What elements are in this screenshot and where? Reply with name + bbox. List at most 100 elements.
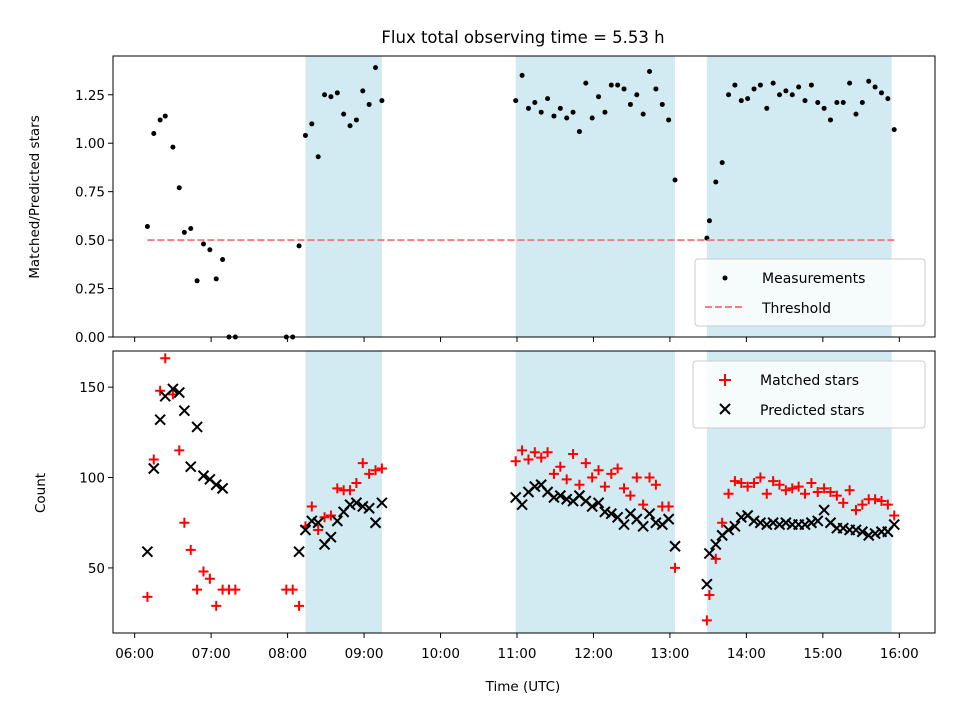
predicted-star-point xyxy=(618,518,630,531)
matched-star-point xyxy=(876,496,887,507)
bottom-legend: Matched stars Predicted stars xyxy=(692,360,926,429)
predicted-star-point xyxy=(650,517,662,529)
matched-star-point xyxy=(800,488,811,499)
predicted-star-point xyxy=(197,470,210,482)
x-tick-label: 16:00 xyxy=(880,646,919,662)
matched-star-point xyxy=(742,481,753,492)
predicted-star-point xyxy=(369,517,382,529)
predicted-star-point xyxy=(780,517,792,529)
matched-star-point xyxy=(774,479,785,490)
measurement-point xyxy=(827,117,833,123)
top-plot-frame xyxy=(112,55,936,338)
predicted-star-point xyxy=(173,386,185,399)
predicted-star-point xyxy=(325,531,337,543)
matched-star-point xyxy=(160,353,171,364)
measurement-point xyxy=(151,131,157,137)
measurement-point xyxy=(891,127,897,133)
measurement-point xyxy=(815,100,821,106)
measurement-point xyxy=(866,78,872,84)
measurement-point xyxy=(583,80,589,86)
y-tick-label: 0.00 xyxy=(75,330,105,346)
measurement-point xyxy=(647,69,653,75)
matched-star-point xyxy=(376,463,387,474)
matched-star-point xyxy=(174,445,185,456)
measurement-point xyxy=(525,105,531,111)
matched-star-point xyxy=(319,512,330,523)
matched-star-point xyxy=(287,584,298,595)
measurement-point xyxy=(379,98,385,104)
measurement-point xyxy=(322,92,328,98)
predicted-star-point xyxy=(818,504,830,516)
measurement-point xyxy=(360,88,366,94)
top-y-axis-label: Matched/Predicted stars xyxy=(27,115,43,278)
measurement-point xyxy=(878,90,884,96)
measurement-point xyxy=(334,90,340,96)
measurement-point xyxy=(328,94,334,100)
predicted-star-point xyxy=(669,540,681,552)
matched-star-point xyxy=(357,458,368,469)
legend-measurements-marker xyxy=(722,275,728,281)
top-legend-box xyxy=(694,258,926,327)
measurement-point xyxy=(194,278,200,284)
matched-star-point xyxy=(198,566,209,577)
measurement-point xyxy=(872,84,878,90)
predicted-star-point xyxy=(167,383,179,395)
measurement-point xyxy=(640,111,646,117)
measurement-point xyxy=(220,256,226,262)
matched-star-point xyxy=(768,476,779,487)
predicted-star-point xyxy=(856,526,869,538)
measurement-point xyxy=(802,98,808,104)
matched-star-point xyxy=(325,510,336,521)
matched-star-point xyxy=(729,476,740,487)
predicted-star-point xyxy=(216,482,229,495)
predicted-star-point xyxy=(357,500,369,513)
measurement-point xyxy=(659,101,665,107)
measurement-point xyxy=(373,65,379,71)
measurement-point xyxy=(885,96,891,102)
predicted-star-point xyxy=(548,491,560,504)
matched-star-point xyxy=(825,487,836,497)
predicted-star-point xyxy=(148,462,160,475)
measurement-point xyxy=(576,129,582,135)
x-tick-label: 14:00 xyxy=(727,646,766,662)
measurement-point xyxy=(634,92,640,98)
legend-predicted-label: Predicted stars xyxy=(760,403,865,419)
matched-star-point xyxy=(710,553,721,564)
measurement-point xyxy=(808,82,814,88)
measurement-point xyxy=(732,82,738,88)
predicted-star-point xyxy=(154,413,166,426)
measurement-point xyxy=(859,100,865,106)
matched-star-point xyxy=(593,465,604,476)
matched-star-point xyxy=(529,447,540,458)
shaded-interval xyxy=(305,56,382,337)
matched-star-point xyxy=(523,454,534,465)
matched-star-point xyxy=(625,490,636,501)
matched-star-point xyxy=(345,485,356,496)
bottom-legend-box xyxy=(692,360,926,429)
matched-star-point xyxy=(793,481,804,492)
matched-star-point xyxy=(548,468,559,479)
measurement-point xyxy=(589,115,595,121)
measurement-point xyxy=(602,109,608,115)
matched-star-point xyxy=(838,497,849,508)
predicted-star-point xyxy=(837,522,849,534)
matched-star-point xyxy=(587,472,598,483)
predicted-star-point xyxy=(799,518,811,531)
bottom-plot-frame xyxy=(112,350,936,634)
matched-star-point xyxy=(644,472,655,483)
x-tick-label: 15:00 xyxy=(803,646,842,662)
predicted-star-point xyxy=(735,511,747,524)
measurement-point xyxy=(296,243,302,249)
measurement-point xyxy=(341,111,347,117)
measurement-point xyxy=(570,109,576,115)
measurement-point xyxy=(200,241,206,247)
matched-star-point xyxy=(568,449,579,460)
measurement-point xyxy=(738,98,744,104)
y-tick-label: 0.50 xyxy=(75,233,105,249)
measurement-point xyxy=(315,154,321,160)
legend-threshold-label: Threshold xyxy=(761,301,831,317)
measurement-point xyxy=(672,177,678,183)
measurement-point xyxy=(366,101,372,107)
measurement-point xyxy=(347,123,353,129)
measurement-point xyxy=(608,82,614,88)
